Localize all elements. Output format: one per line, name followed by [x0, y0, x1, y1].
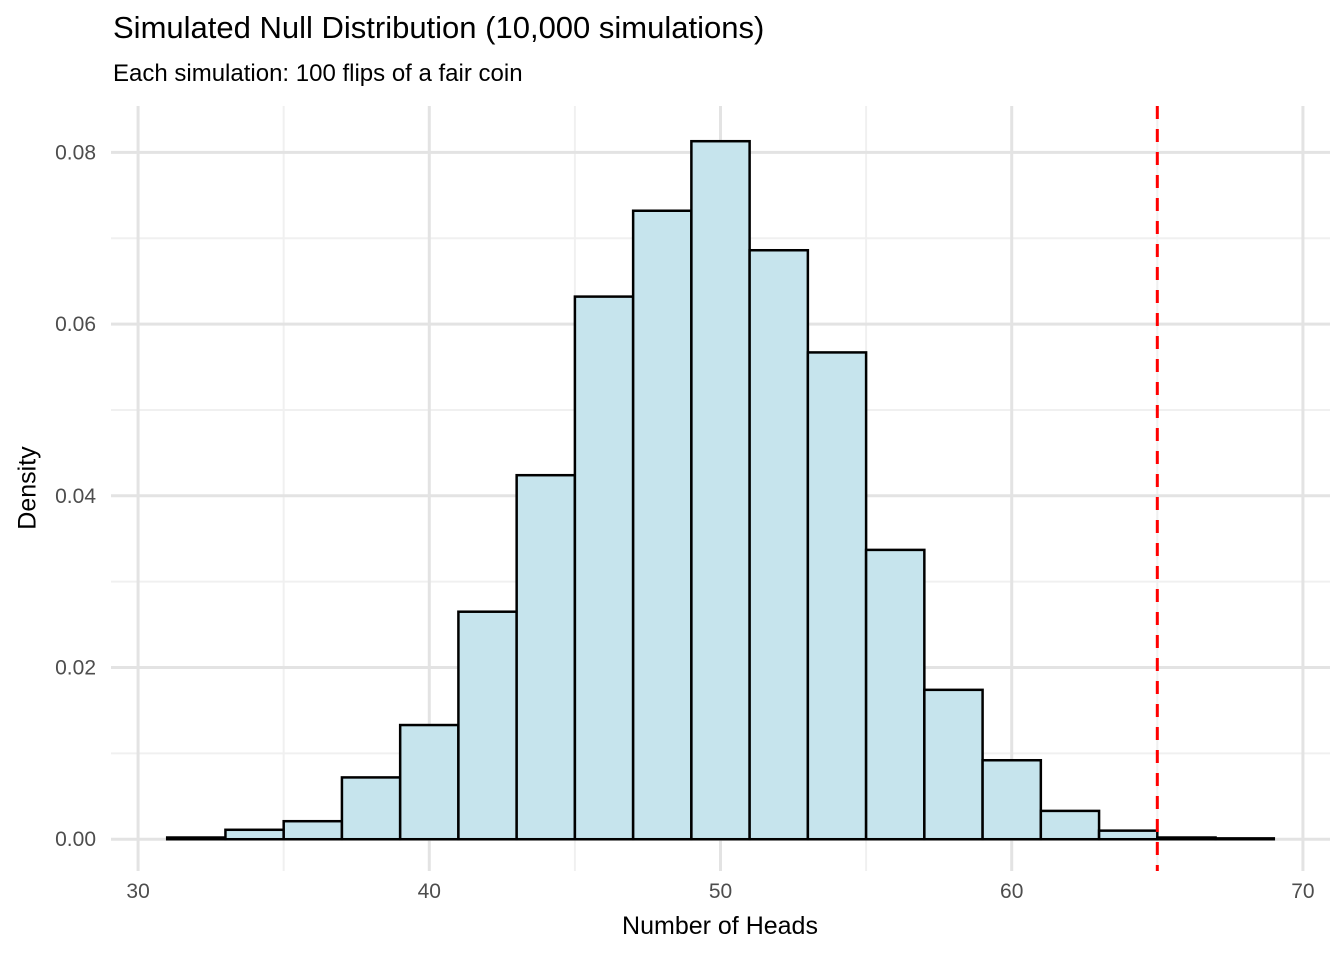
y-tick-label: 0.02 — [55, 657, 96, 680]
histogram-bar — [573, 295, 635, 841]
histogram-bar — [457, 610, 518, 841]
histogram-bar — [1039, 809, 1101, 841]
x-tick-label: 70 — [1291, 880, 1314, 903]
histogram-bar — [690, 139, 751, 841]
histogram-bar — [224, 828, 285, 841]
histogram-bar — [1097, 829, 1159, 841]
histogram-bar — [806, 351, 868, 841]
y-tick-label: 0.00 — [55, 828, 96, 851]
histogram-bar — [864, 548, 926, 841]
chart-title: Simulated Null Distribution (10,000 simu… — [113, 10, 765, 45]
chart-subtitle: Each simulation: 100 flips of a fair coi… — [113, 60, 523, 87]
y-tick-label: 0.04 — [55, 485, 96, 508]
x-tick-label: 40 — [418, 880, 441, 903]
histogram-bar — [748, 248, 810, 841]
y-axis-title: Density — [13, 446, 42, 530]
histogram-bar — [340, 776, 402, 841]
x-tick-label: 50 — [709, 880, 732, 903]
y-tick-label: 0.06 — [55, 313, 96, 336]
y-tick-label: 0.08 — [55, 141, 96, 164]
histogram-bar — [398, 723, 460, 841]
histogram-bar — [1214, 837, 1276, 841]
x-tick-label: 60 — [1000, 880, 1023, 903]
histogram-bar — [282, 819, 344, 841]
histogram-bar — [631, 209, 693, 841]
x-tick-label: 30 — [126, 880, 149, 903]
histogram-bar — [1156, 836, 1217, 841]
histogram-bar — [165, 836, 227, 841]
x-axis-title: Number of Heads — [622, 912, 818, 940]
histogram-bar — [515, 473, 577, 841]
histogram-bar — [923, 688, 984, 841]
histogram-bar — [981, 758, 1043, 841]
